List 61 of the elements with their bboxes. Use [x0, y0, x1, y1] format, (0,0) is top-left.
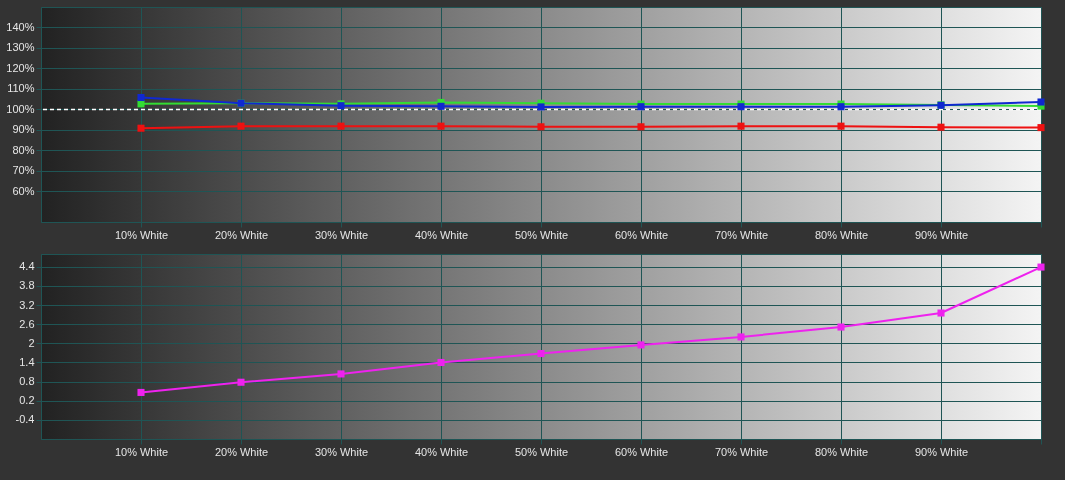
point: [537, 103, 545, 111]
point: [437, 358, 445, 366]
point: [237, 378, 245, 386]
x-tick-label: 60% White: [614, 228, 669, 241]
y-tick-label: 3.8: [19, 279, 35, 292]
x-tick-label: 10% White: [114, 445, 169, 458]
y-tick-label: 3.2: [19, 298, 35, 311]
point: [637, 341, 645, 349]
x-tick-label: 80% White: [814, 445, 869, 458]
x-tick-label: 40% White: [414, 445, 469, 458]
point: [237, 122, 245, 130]
x-tick-label: 50% White: [514, 228, 569, 241]
point: [337, 370, 345, 378]
x-tick-label: 30% White: [314, 445, 369, 458]
y-tick-label: 140%: [6, 20, 35, 33]
y-tick-label: 0.8: [19, 375, 35, 388]
x-tick-label: 20% White: [214, 228, 269, 241]
y-tick-label: 110%: [7, 82, 35, 95]
point: [1037, 98, 1045, 106]
y-tick-label: 90%: [12, 123, 35, 136]
y-tick-label: 100%: [6, 102, 35, 115]
y-tick-label: 0.2: [19, 394, 35, 407]
x-tick-label: 90% White: [914, 228, 969, 241]
point: [937, 309, 945, 317]
y-tick-label: 2.6: [19, 317, 35, 330]
point: [137, 100, 145, 108]
point: [837, 122, 845, 130]
point: [637, 123, 645, 131]
y-tick-label: 70%: [12, 164, 35, 177]
point: [437, 102, 445, 110]
x-tick-label: 20% White: [214, 445, 269, 458]
y-tick-label: 120%: [6, 61, 35, 74]
point: [1037, 124, 1045, 132]
point: [137, 124, 145, 132]
x-tick-label: 30% White: [314, 228, 369, 241]
point: [537, 349, 545, 358]
x-tick-label: 90% White: [914, 445, 969, 458]
x-tick-label: 40% White: [414, 228, 469, 241]
y-tick-label: 60%: [12, 184, 35, 197]
point: [137, 93, 145, 102]
point: [1037, 263, 1045, 271]
y-tick-label: 4.4: [19, 260, 35, 273]
point: [537, 123, 545, 131]
x-tick-label: 60% White: [614, 445, 669, 458]
x-tick-label: 70% White: [714, 228, 769, 241]
y-tick-label: 80%: [12, 143, 35, 156]
x-tick-label: 10% White: [114, 228, 169, 241]
point: [737, 333, 745, 341]
y-tick-label: 2: [28, 336, 35, 349]
point: [837, 323, 845, 331]
point: [437, 122, 445, 130]
point: [137, 388, 145, 396]
x-tick-label: 50% White: [514, 445, 569, 458]
point: [937, 123, 945, 131]
x-tick-label: 80% White: [814, 228, 869, 241]
point: [337, 122, 345, 130]
y-tick-label: -0.4: [15, 413, 35, 426]
y-tick-label: 1.4: [19, 355, 35, 368]
y-tick-label: 130%: [6, 41, 35, 54]
point: [737, 122, 745, 130]
x-tick-label: 70% White: [714, 445, 769, 458]
